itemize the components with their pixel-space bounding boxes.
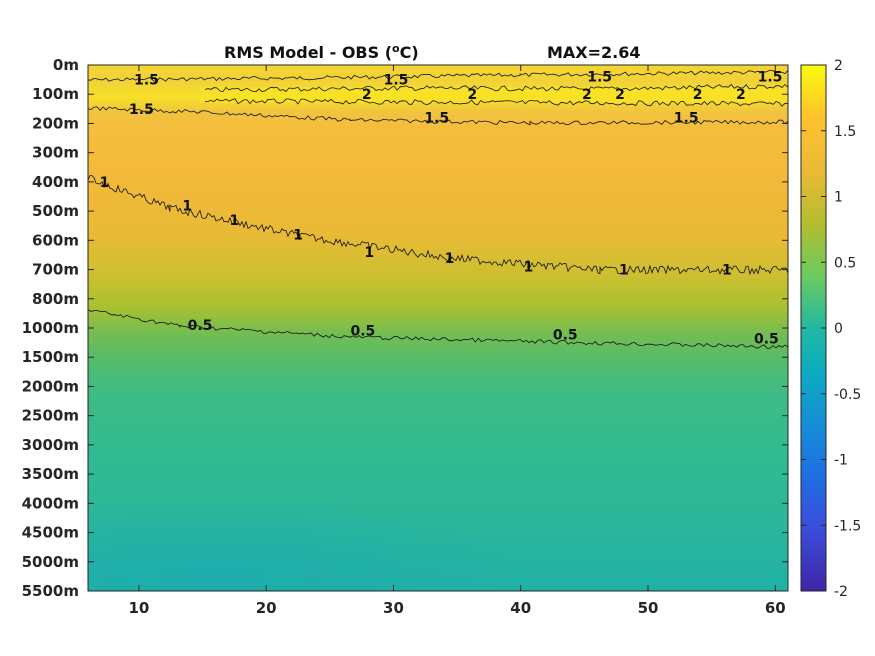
x-tick-label: 40 [510, 599, 531, 617]
contour-label-1: 1 [100, 175, 110, 191]
contour-label-1: 1 [364, 245, 374, 261]
contour-0.5 [87, 309, 789, 349]
contour-label-0.5: 0.5 [754, 332, 779, 348]
colorbar-tick-label: 0 [834, 321, 843, 337]
contour-label-0.5: 0.5 [553, 327, 578, 343]
y-tick-label: 400m [32, 173, 79, 191]
colorbar-tick-label: -2 [834, 584, 848, 600]
contour-label-2: 2 [362, 87, 372, 103]
y-tick-label: 4500m [22, 524, 79, 542]
contour-label-0.5: 0.5 [188, 318, 213, 334]
contour-label-1: 1 [182, 198, 192, 214]
contour-1 [87, 175, 789, 276]
colorbar-tick-label: -0.5 [834, 387, 861, 403]
y-tick-label: 5500m [22, 582, 79, 600]
x-tick-label: 60 [765, 599, 786, 617]
y-tick-label: 2000m [22, 377, 79, 395]
y-tick-label: 500m [32, 202, 79, 220]
colorbar: 2 1.5 1 0.5 0 -0.5 -1 -1.5 -2 [800, 58, 861, 600]
y-tick-label: 1500m [22, 348, 79, 366]
contour-label-2: 2 [615, 87, 625, 103]
colorbar-tick-label: -1 [834, 453, 848, 469]
contour-label-2: 2 [693, 87, 703, 103]
y-tick-label: 3000m [22, 436, 79, 454]
x-tick-label: 30 [383, 599, 404, 617]
y-tick-label: 700m [32, 261, 79, 279]
max-annotation: MAX=2.64 [547, 43, 641, 62]
y-tick-label: 0m [53, 56, 79, 74]
colorbar-tick-label: 1 [834, 190, 843, 206]
y-tick-label: 2500m [22, 407, 79, 425]
contour-label-2: 2 [736, 87, 746, 103]
contour-label-2: 2 [467, 87, 477, 103]
y-tick-label: 300m [32, 144, 79, 162]
y-tick-label: 4000m [22, 494, 79, 512]
contour-label-1: 1 [523, 260, 533, 276]
colorbar-ticks: 2 1.5 1 0.5 0 -0.5 -1 -1.5 -2 [801, 58, 861, 600]
contour-label-1.5: 1.5 [758, 70, 783, 86]
x-tick-label: 20 [256, 599, 277, 617]
y-tick-label: 3500m [22, 465, 79, 483]
contour-label-1.5: 1.5 [587, 70, 612, 86]
contour-2-bottom [204, 98, 789, 107]
contour-1.5-upper [87, 69, 789, 82]
contour-2-top [204, 83, 789, 93]
heatmap-bright-band [200, 87, 788, 103]
x-tick-label: 50 [638, 599, 659, 617]
x-axis: 10 20 30 40 50 60 [128, 65, 786, 617]
colorbar-tick-label: -1.5 [834, 518, 861, 534]
colorbar-tick-label: 1.5 [834, 124, 856, 140]
contour-label-1: 1 [722, 263, 732, 279]
y-tick-label: 200m [32, 114, 79, 132]
colorbar-tick-label: 2 [834, 58, 843, 74]
contour-label-1.5: 1.5 [134, 73, 159, 89]
contour-1.5-lower [87, 106, 789, 126]
contour-label-2: 2 [582, 87, 592, 103]
heatmap-deep-patch [88, 420, 788, 591]
colorbar-tick-label: 0.5 [834, 255, 856, 271]
contour-lines [87, 69, 789, 349]
y-tick-label: 600m [32, 231, 79, 249]
contour-label-1.5: 1.5 [384, 73, 409, 89]
contour-label-1: 1 [619, 263, 629, 279]
contour-label-1: 1 [445, 251, 455, 267]
y-tick-label: 1000m [22, 319, 79, 337]
y-tick-label: 800m [32, 290, 79, 308]
contour-label-1: 1 [229, 213, 239, 229]
y-tick-label: 5000m [22, 553, 79, 571]
contour-label-1.5: 1.5 [424, 111, 449, 127]
chart-title: RMS Model - OBS (oC) [224, 42, 419, 62]
contour-label-1: 1 [293, 227, 303, 243]
contour-label-1.5: 1.5 [129, 102, 154, 118]
y-axis: 0m 100m 200m 300m 400m 500m 600m 700m 800m 1000m 1… [22, 56, 788, 600]
contour-label-1.5: 1.5 [674, 111, 699, 127]
x-tick-label: 10 [128, 599, 149, 617]
y-tick-label: 100m [32, 85, 79, 103]
contour-label-0.5: 0.5 [351, 323, 376, 339]
